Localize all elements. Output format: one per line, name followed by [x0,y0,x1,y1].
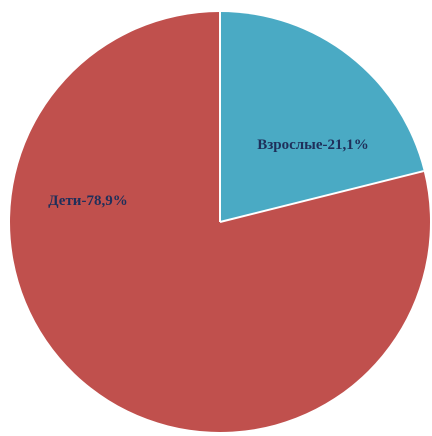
slice-label-0: Взрослые-21,1% [257,137,369,153]
slice-separator-1 [219,170,424,223]
pie-slice-0 [220,11,424,222]
slice-separators [219,12,424,223]
slice-label-1: Дети-78,9% [48,193,127,209]
